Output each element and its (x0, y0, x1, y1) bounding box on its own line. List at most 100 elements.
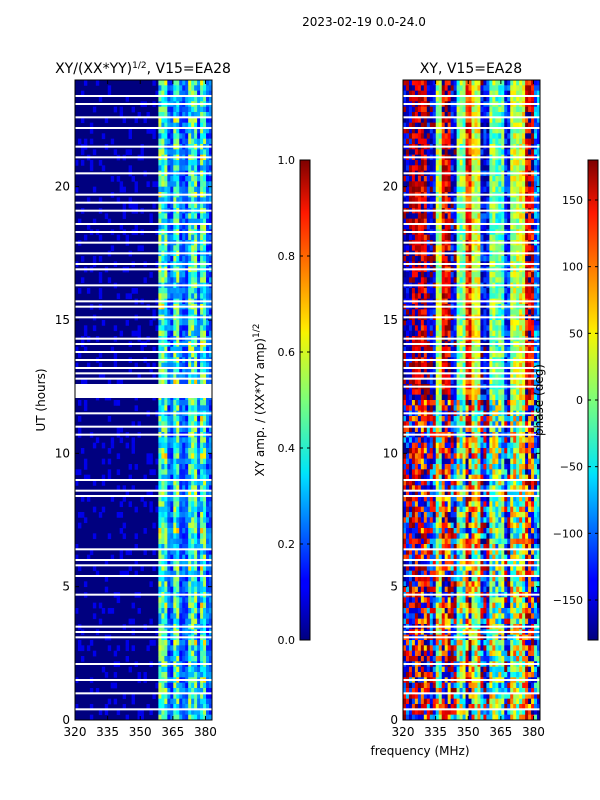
phase-cell (435, 90, 440, 97)
amplitude-cell (164, 490, 168, 497)
amplitude-cell (197, 618, 201, 625)
phase-cell (465, 117, 469, 124)
phase-cell (510, 80, 514, 86)
phase-cell (516, 112, 520, 118)
amplitude-cell (80, 656, 85, 662)
phase-cell (435, 149, 440, 156)
amplitude-cell (185, 122, 189, 129)
amplitude-cell (173, 714, 177, 721)
phase-cell (525, 85, 529, 92)
phase-cell (480, 218, 484, 225)
phase-cell (486, 133, 490, 140)
amplitude-cell (188, 293, 192, 300)
phase-cell (483, 138, 487, 145)
phase-cell (453, 213, 458, 220)
amplitude-cell (176, 522, 180, 529)
amplitude-cell (182, 293, 186, 300)
amplitude-cell (203, 416, 207, 422)
phase-cell (498, 106, 502, 113)
phase-cell (480, 112, 484, 118)
amplitude-cell (194, 522, 198, 529)
amplitude-cell (158, 138, 162, 145)
amplitude-cell (197, 181, 201, 188)
amplitude-cell (77, 512, 82, 518)
phase-cell (441, 293, 446, 300)
amplitude-cell (179, 512, 183, 518)
amplitude-cell (77, 522, 82, 529)
amplitude-cell (92, 325, 97, 332)
amplitude-cell (188, 426, 192, 433)
amplitude-cell (191, 517, 195, 524)
phase-cell (462, 213, 466, 220)
phase-cell (435, 197, 440, 204)
amplitude-cell (203, 373, 207, 380)
amplitude-cell (170, 448, 174, 454)
amplitude-cell (164, 608, 168, 614)
phase-cell (408, 309, 413, 316)
amplitude-cell (89, 688, 94, 694)
amplitude-cell (188, 288, 192, 294)
phase-cell (459, 149, 463, 156)
phase-cell (531, 112, 535, 118)
amplitude-cell (200, 709, 204, 716)
phase-cell (492, 234, 496, 241)
phase-cell (462, 80, 466, 86)
phase-cell (405, 122, 410, 129)
amplitude-cell (164, 416, 168, 422)
phase-cell (420, 293, 425, 300)
phase-cell (444, 224, 449, 230)
phase-cell (528, 181, 532, 188)
amplitude-cell (179, 453, 183, 460)
phase-cell (438, 213, 443, 220)
phase-cell (420, 197, 425, 204)
amplitude-cell (173, 122, 177, 129)
amplitude-cell (197, 656, 201, 662)
amplitude-cell (128, 197, 132, 204)
phase-cell (426, 224, 431, 230)
phase-cell (483, 288, 487, 294)
amplitude-cell (89, 704, 94, 710)
amplitude-cell (185, 117, 189, 124)
amplitude-cell (206, 352, 210, 358)
phase-cell (531, 90, 535, 97)
amplitude-colorbar-scale (299, 159, 311, 641)
amplitude-cell (200, 277, 204, 284)
amplitude-x-tick-label: 380 (194, 725, 217, 739)
amplitude-cell (179, 608, 183, 614)
phase-cell (516, 160, 520, 166)
amplitude-cell (113, 106, 118, 113)
amplitude-cell (209, 581, 213, 588)
amplitude-cell (182, 378, 186, 385)
phase-cell (528, 325, 532, 332)
amplitude-cell (209, 533, 213, 540)
phase-cell (516, 106, 520, 113)
phase-cell (441, 186, 446, 193)
amplitude-cell (203, 714, 207, 721)
amplitude-cell (200, 293, 204, 300)
phase-cell (429, 288, 434, 294)
phase-cell (477, 138, 481, 145)
phase-cell (477, 309, 481, 316)
amplitude-cell (200, 469, 204, 476)
amplitude-cell (191, 165, 195, 172)
amplitude-cell (197, 549, 201, 556)
phase-cell (480, 96, 484, 102)
phase-cell (465, 85, 469, 92)
phase-cell (513, 186, 517, 193)
amplitude-cell (203, 496, 207, 502)
phase-cell (486, 176, 490, 182)
amplitude-cell (173, 549, 177, 556)
amplitude-cell (209, 544, 213, 550)
amplitude-cell (107, 645, 112, 652)
amplitude-cell (75, 346, 79, 353)
amplitude-cell (206, 506, 210, 513)
amplitude-cell (185, 213, 189, 220)
amplitude-cell (200, 464, 204, 470)
amplitude-cell (203, 165, 207, 172)
amplitude-cell (170, 570, 174, 577)
phase-cell (525, 293, 529, 300)
phase-cell (525, 165, 529, 172)
phase-cell (522, 85, 526, 92)
amplitude-cell (176, 293, 180, 300)
amplitude-cell (173, 517, 177, 524)
